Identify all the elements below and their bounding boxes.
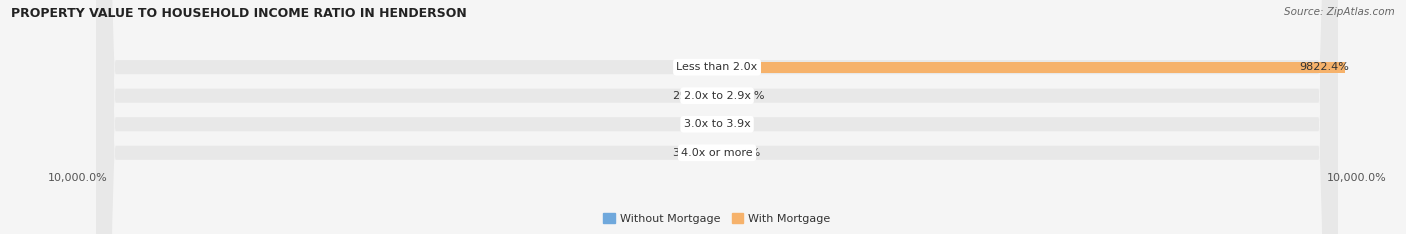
Text: 7.9%: 7.9%	[681, 119, 709, 129]
FancyBboxPatch shape	[97, 0, 1337, 234]
Text: 29.7%: 29.7%	[672, 91, 707, 101]
Bar	[716, 147, 717, 158]
Text: 31.5%: 31.5%	[672, 62, 707, 72]
Text: 4.0x or more: 4.0x or more	[682, 148, 752, 158]
Text: 11.1%: 11.1%	[725, 148, 761, 158]
Bar	[717, 62, 1346, 73]
Text: 2.0x to 2.9x: 2.0x to 2.9x	[683, 91, 751, 101]
Legend: Without Mortgage, With Mortgage: Without Mortgage, With Mortgage	[603, 213, 831, 224]
FancyBboxPatch shape	[97, 0, 1337, 234]
Text: 9822.4%: 9822.4%	[1299, 62, 1350, 72]
Text: 30.9%: 30.9%	[672, 148, 707, 158]
Text: 68.7%: 68.7%	[730, 91, 765, 101]
Text: PROPERTY VALUE TO HOUSEHOLD INCOME RATIO IN HENDERSON: PROPERTY VALUE TO HOUSEHOLD INCOME RATIO…	[11, 7, 467, 20]
Text: 3.0x to 3.9x: 3.0x to 3.9x	[683, 119, 751, 129]
Text: Less than 2.0x: Less than 2.0x	[676, 62, 758, 72]
Bar	[716, 90, 717, 101]
Bar	[717, 90, 721, 101]
Text: 9.9%: 9.9%	[725, 119, 754, 129]
Bar	[716, 62, 717, 73]
FancyBboxPatch shape	[97, 0, 1337, 234]
FancyBboxPatch shape	[97, 0, 1337, 234]
Text: Source: ZipAtlas.com: Source: ZipAtlas.com	[1284, 7, 1395, 17]
